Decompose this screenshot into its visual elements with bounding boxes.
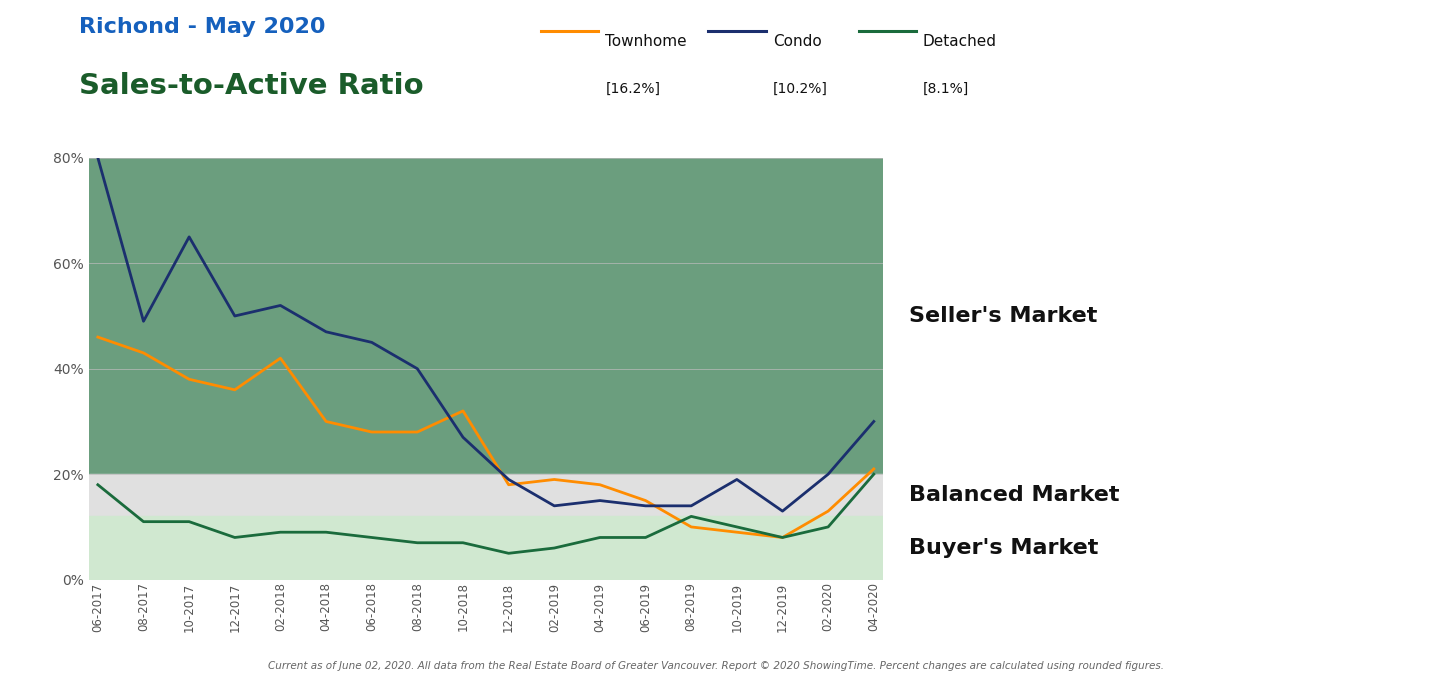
Text: Richond - May 2020: Richond - May 2020 — [79, 17, 325, 37]
Text: Buyer's Market: Buyer's Market — [909, 538, 1098, 558]
Text: [16.2%]: [16.2%] — [605, 82, 660, 96]
Bar — [89, 517, 883, 580]
Text: Current as of June 02, 2020. All data from the Real Estate Board of Greater Vanc: Current as of June 02, 2020. All data fr… — [268, 661, 1163, 671]
Text: Detached: Detached — [923, 34, 997, 49]
Text: Condo: Condo — [773, 34, 821, 49]
Bar — [89, 158, 883, 474]
Bar — [89, 474, 883, 517]
Text: [8.1%]: [8.1%] — [923, 82, 969, 96]
Text: [10.2%]: [10.2%] — [773, 82, 827, 96]
Text: Townhome: Townhome — [605, 34, 687, 49]
Text: Seller's Market: Seller's Market — [909, 306, 1098, 326]
Text: Balanced Market: Balanced Market — [909, 485, 1119, 506]
Text: Sales-to-Active Ratio: Sales-to-Active Ratio — [79, 72, 424, 100]
